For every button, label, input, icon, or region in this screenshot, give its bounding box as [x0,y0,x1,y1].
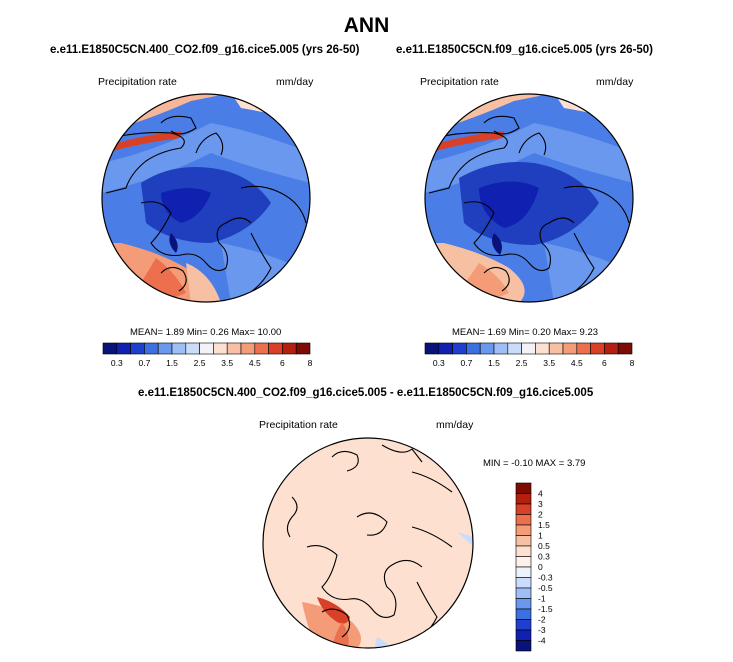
diff-colorbar-swatch [515,556,532,568]
diff-colorbar-swatch [515,535,532,547]
panel-2-colorbar-swatch [452,342,467,355]
panel-2-subtitle: e.e11.E1850C5CN.f09_g16.cice5.005 (yrs 2… [396,44,654,56]
diff-colorbar-swatch [515,524,532,536]
panel-1-colorbar-swatch [240,342,256,355]
diff-colorbar-swatch [515,598,532,610]
panel-1-colorbar-swatch [144,342,159,355]
panel-1-colorbar-swatch [254,342,269,355]
panel-1-subtitle: e.e11.E1850C5CN.400_CO2.f09_g16.cice5.00… [50,44,360,56]
panel-2-colorbar-tick-label: 3.5 [543,358,555,368]
diff-units-label: mm/day [436,419,474,431]
panel-1-colorbar-swatch [295,342,311,355]
panel-1-colorbar-tick-label: 0.7 [138,358,150,368]
diff-colorbar-tick-label: -2 [538,615,546,625]
panel-1-colorbar-tick-label: 8 [308,358,313,368]
panel-2-colorbar-tick-label: 0.3 [433,358,445,368]
panel-1-colorbar-swatch [102,342,118,355]
diff-colorbar-tick-label: 1 [538,531,543,541]
panel-1-colorbar: 0.3 0.7 1.5 2.5 3.5 4.5 6 8 [102,342,313,368]
diff-colorbar-tick-label: -0.5 [538,583,553,593]
panel-2-colorbar-swatch [562,342,578,355]
panel-2-colorbar-swatch [548,342,564,355]
panel-1-colorbar-swatch [268,342,283,355]
panel-1-colorbar-tick-label: 4.5 [249,358,261,368]
diff-colorbar-swatch [515,482,532,494]
diff-colorbar-tick-label: -3 [538,625,546,635]
panel-1-colorbar-swatch [116,342,131,355]
panel-2-colorbar-tick-label: 6 [602,358,607,368]
panel-1-colorbar-tick-label: 3.5 [221,358,233,368]
panel-2-colorbar-tick-label: 1.5 [488,358,500,368]
diff-colorbar-tick-label: -0.3 [538,573,553,583]
diff-colorbar-tick-label: 4 [538,489,543,499]
panel-2-colorbar-swatch [604,342,619,355]
diff-colorbar-swatch [515,493,532,505]
panel-2-colorbar-swatch [438,342,453,355]
panel-1-colorbar-swatch [171,342,187,355]
diff-subtitle: e.e11.E1850C5CN.400_CO2.f09_g16.cice5.00… [138,387,594,399]
panel-1-colorbar-swatch [130,342,145,355]
panel-1-polar-map [101,93,311,303]
diff-colorbar-tick-label: 2 [538,510,543,520]
diff-colorbar-tick-label: 0.3 [538,552,550,562]
panel-2-colorbar-swatch [576,342,591,355]
diff-colorbar-swatch [515,503,532,515]
diff-colorbar-swatch [515,577,532,589]
panel-1-colorbar-swatch [199,342,214,355]
panel-2-stats: MEAN= 1.69 Min= 0.20 Max= 9.23 [452,327,599,338]
diff-colorbar-swatch [515,608,532,620]
panel-1-units-label: mm/day [276,76,314,88]
panel-2-colorbar-swatch [521,342,536,355]
panel-2-colorbar-tick-label: 2.5 [516,358,528,368]
diff-colorbar-tick-label: 3 [538,499,543,509]
panel-1-colorbar-tick-label: 6 [280,358,285,368]
panel-1-colorbar-swatch [282,342,297,355]
panel-2-units-label: mm/day [596,76,634,88]
panel-2-colorbar-swatch [617,342,633,355]
panel-2-colorbar-swatch [535,342,550,355]
diff-colorbar-swatch [515,629,532,641]
diff-colorbar-tick-label: 0 [538,562,543,572]
panel-1-colorbar-tick-label: 1.5 [166,358,178,368]
panel-2-colorbar-tick-label: 4.5 [571,358,583,368]
panel-2-colorbar-swatch [507,342,522,355]
panel-1-colorbar-tick-label: 0.3 [111,358,123,368]
diff-colorbar-swatch [515,640,532,652]
panel-2-colorbar-swatch [493,342,509,355]
diff-stats: MIN = -0.10 MAX = 3.79 [483,458,586,469]
panel-2-colorbar-tick-label: 0.7 [460,358,472,368]
diff-colorbar-swatch [515,566,532,578]
panel-2-colorbar-swatch [424,342,440,355]
panel-1-colorbar-swatch [213,342,228,355]
panel-1-colorbar-swatch [157,342,173,355]
diff-colorbar-swatch [515,545,532,557]
panel-2-colorbar-swatch [466,342,481,355]
panel-2-colorbar: 0.3 0.7 1.5 2.5 3.5 4.5 6 8 [424,342,635,368]
figure-title: ANN [343,14,390,37]
diff-colorbar-tick-label: 1.5 [538,520,550,530]
panel-2-colorbar-swatch [479,342,495,355]
panel-2-colorbar-swatch [590,342,605,355]
diff-variable-label: Precipitation rate [259,419,338,431]
panel-2-colorbar-tick-label: 8 [630,358,635,368]
diff-colorbar-tick-label: 0.5 [538,541,550,551]
diff-colorbar-swatch [515,587,532,599]
panel-1-colorbar-swatch [185,342,200,355]
diff-colorbar-swatch [515,514,532,526]
panel-1-colorbar-tick-label: 2.5 [194,358,206,368]
diff-colorbar-tick-label: -4 [538,636,546,646]
panel-1-variable-label: Precipitation rate [98,76,177,88]
panel-2-polar-map [424,93,634,303]
diff-colorbar-swatch [515,619,532,631]
panel-2-variable-label: Precipitation rate [420,76,499,88]
diff-colorbar-tick-label: -1 [538,594,546,604]
panel-1-colorbar-swatch [226,342,242,355]
panel-1-stats: MEAN= 1.89 Min= 0.26 Max= 10.00 [130,327,282,338]
diff-polar-map [262,437,474,649]
diff-colorbar-tick-label: -1.5 [538,604,553,614]
